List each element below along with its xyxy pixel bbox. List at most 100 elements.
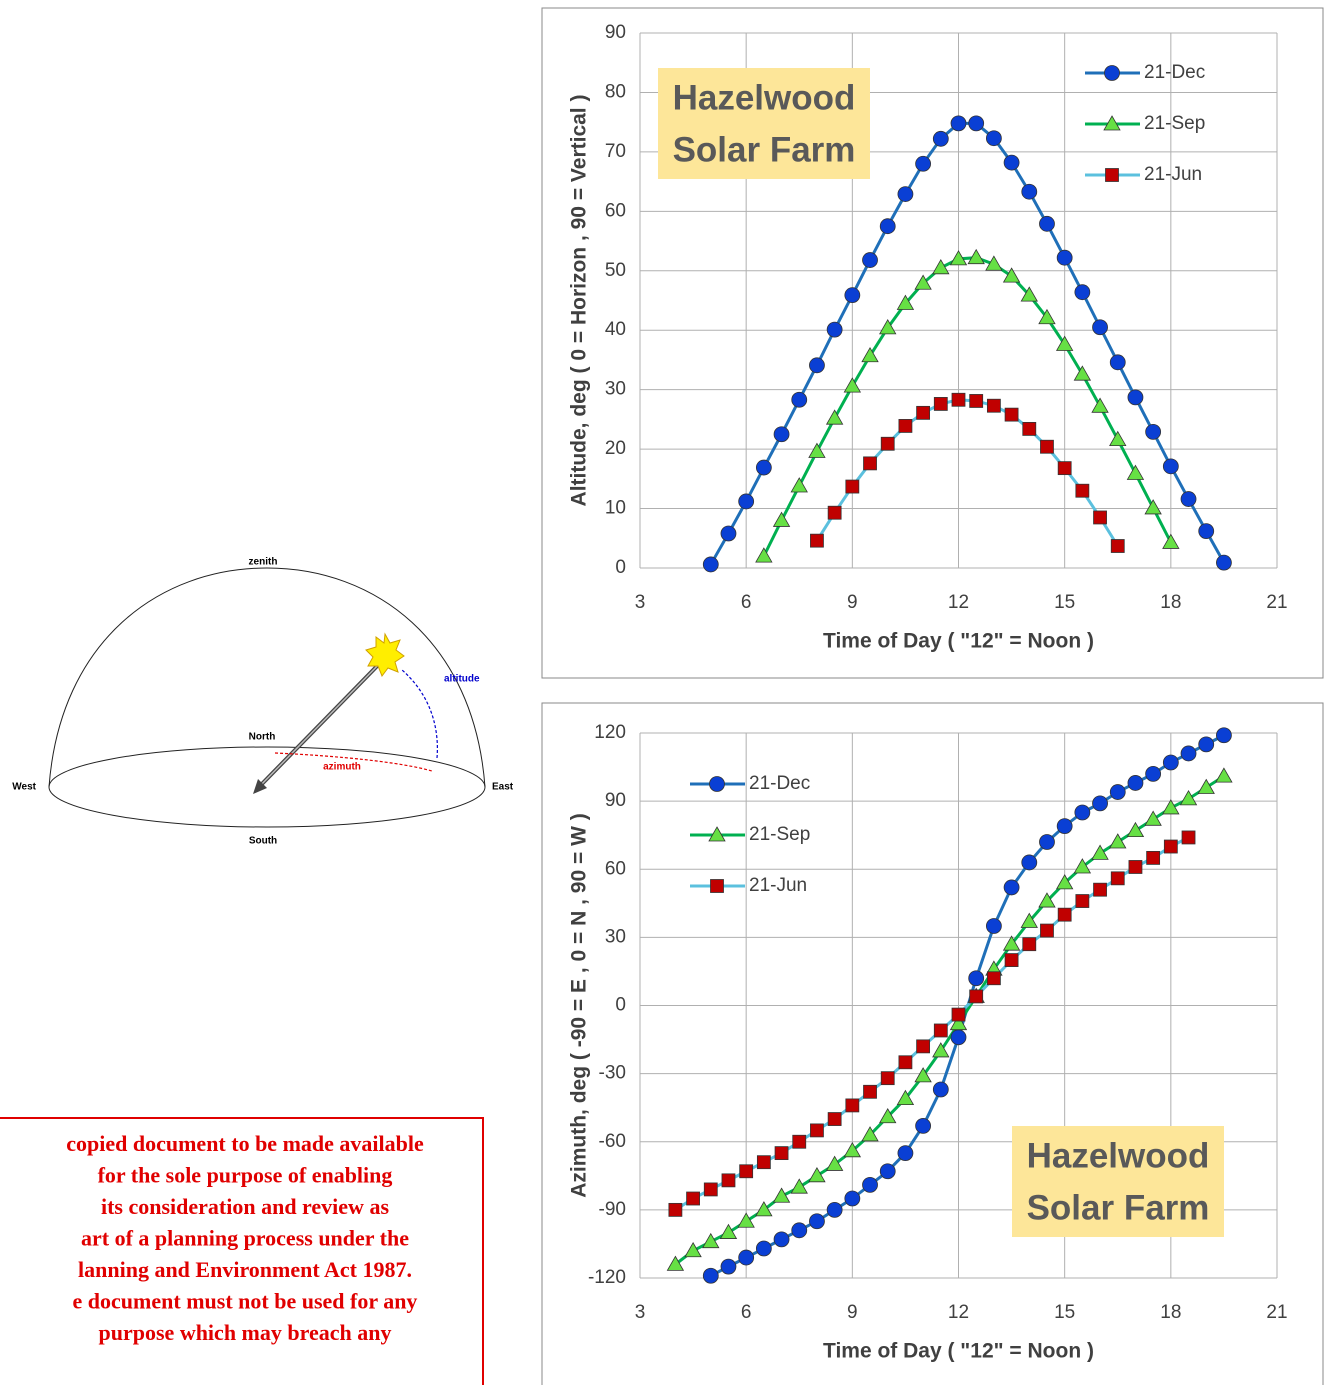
y-tick-label: 60 [605,858,626,879]
marker [827,1202,842,1217]
marker [1057,819,1072,834]
north-label: North [249,732,276,743]
marker [933,1082,948,1097]
marker [1022,184,1037,199]
y-tick-label: 70 [605,141,626,162]
marker [775,1147,788,1160]
annotation-text: Hazelwood [1027,1136,1210,1175]
marker [827,322,842,337]
x-tick-label: 3 [635,592,646,613]
marker [722,1174,735,1187]
marker [1147,851,1160,864]
marker [916,156,931,171]
marker [1058,462,1071,475]
marker [1058,908,1071,921]
notice: copied document to be made availablefor … [0,1118,483,1385]
marker [1111,540,1124,553]
marker [669,1203,682,1216]
marker [1110,355,1125,370]
marker [881,437,894,450]
marker [1057,250,1072,265]
x-tick-label: 15 [1054,1302,1075,1323]
legend-label: 21-Jun [1144,164,1202,185]
marker [898,187,913,202]
marker [1023,422,1036,435]
marker [916,1118,931,1133]
y-tick-label: 60 [605,200,626,221]
marker [1004,880,1019,895]
page: zenith North West East South altitude az… [0,0,1328,1385]
charts: 010203040506070809036912151821Time of Da… [542,8,1323,1385]
marker [739,494,754,509]
legend-label: 21-Dec [1144,62,1205,83]
marker [828,1113,841,1126]
y-tick-label: 80 [605,81,626,102]
y-tick-label: 90 [605,22,626,43]
y-tick-label: -90 [599,1199,626,1220]
marker [970,394,983,407]
marker [1094,883,1107,896]
marker [970,990,983,1003]
marker [703,557,718,572]
marker [863,1177,878,1192]
marker [721,526,736,541]
marker [987,972,1000,985]
marker [969,971,984,986]
annotation-text: Solar Farm [1027,1188,1210,1227]
x-tick-label: 9 [847,1302,858,1323]
marker [1110,785,1125,800]
legend-label: 21-Sep [1144,113,1205,134]
marker [1128,775,1143,790]
x-tick-label: 6 [741,1302,752,1323]
marker [793,1135,806,1148]
marker [1182,831,1195,844]
altitude-label: altitude [444,674,480,685]
marker [1093,796,1108,811]
y-tick-label: 0 [615,995,626,1016]
marker [687,1192,700,1205]
marker [721,1259,736,1274]
chart: 010203040506070809036912151821Time of Da… [542,8,1323,678]
marker [1093,320,1108,335]
marker [969,116,984,131]
y-tick-label: 30 [605,379,626,400]
sun-ray-highlight [258,660,383,788]
marker [809,358,824,373]
marker [845,288,860,303]
zenith-label: zenith [249,557,278,568]
marker [951,116,966,131]
marker [917,1040,930,1053]
legend-marker [711,880,724,893]
marker [881,1072,894,1085]
legend-label: 21-Jun [749,875,807,896]
marker [704,1183,717,1196]
annotation-text: Hazelwood [673,78,856,117]
notice-line: purpose which may breach any [99,1320,392,1345]
marker [1075,805,1090,820]
marker [828,506,841,519]
notice-line: art of a planning process under the [81,1226,409,1251]
marker [1023,938,1036,951]
marker [1039,216,1054,231]
marker [880,219,895,234]
marker [934,1024,947,1037]
marker [1075,285,1090,300]
x-axis-title: Time of Day ( "12" = Noon ) [823,630,1094,653]
y-tick-label: 50 [605,260,626,281]
notice-line: for the sole purpose of enabling [98,1163,393,1188]
x-tick-label: 18 [1160,592,1181,613]
marker [934,397,947,410]
marker [1199,524,1214,539]
x-tick-label: 9 [847,592,858,613]
marker [809,1214,824,1229]
x-tick-label: 18 [1160,1302,1181,1323]
marker [952,393,965,406]
marker [1129,860,1142,873]
y-axis-title: Azimuth, deg ( -90 = E , 0 = N , 90 = W … [568,813,591,1198]
marker [863,253,878,268]
altitude-arc [402,670,437,758]
annotation-text: Solar Farm [673,130,856,169]
marker [1216,555,1231,570]
marker [1111,872,1124,885]
marker [1004,155,1019,170]
